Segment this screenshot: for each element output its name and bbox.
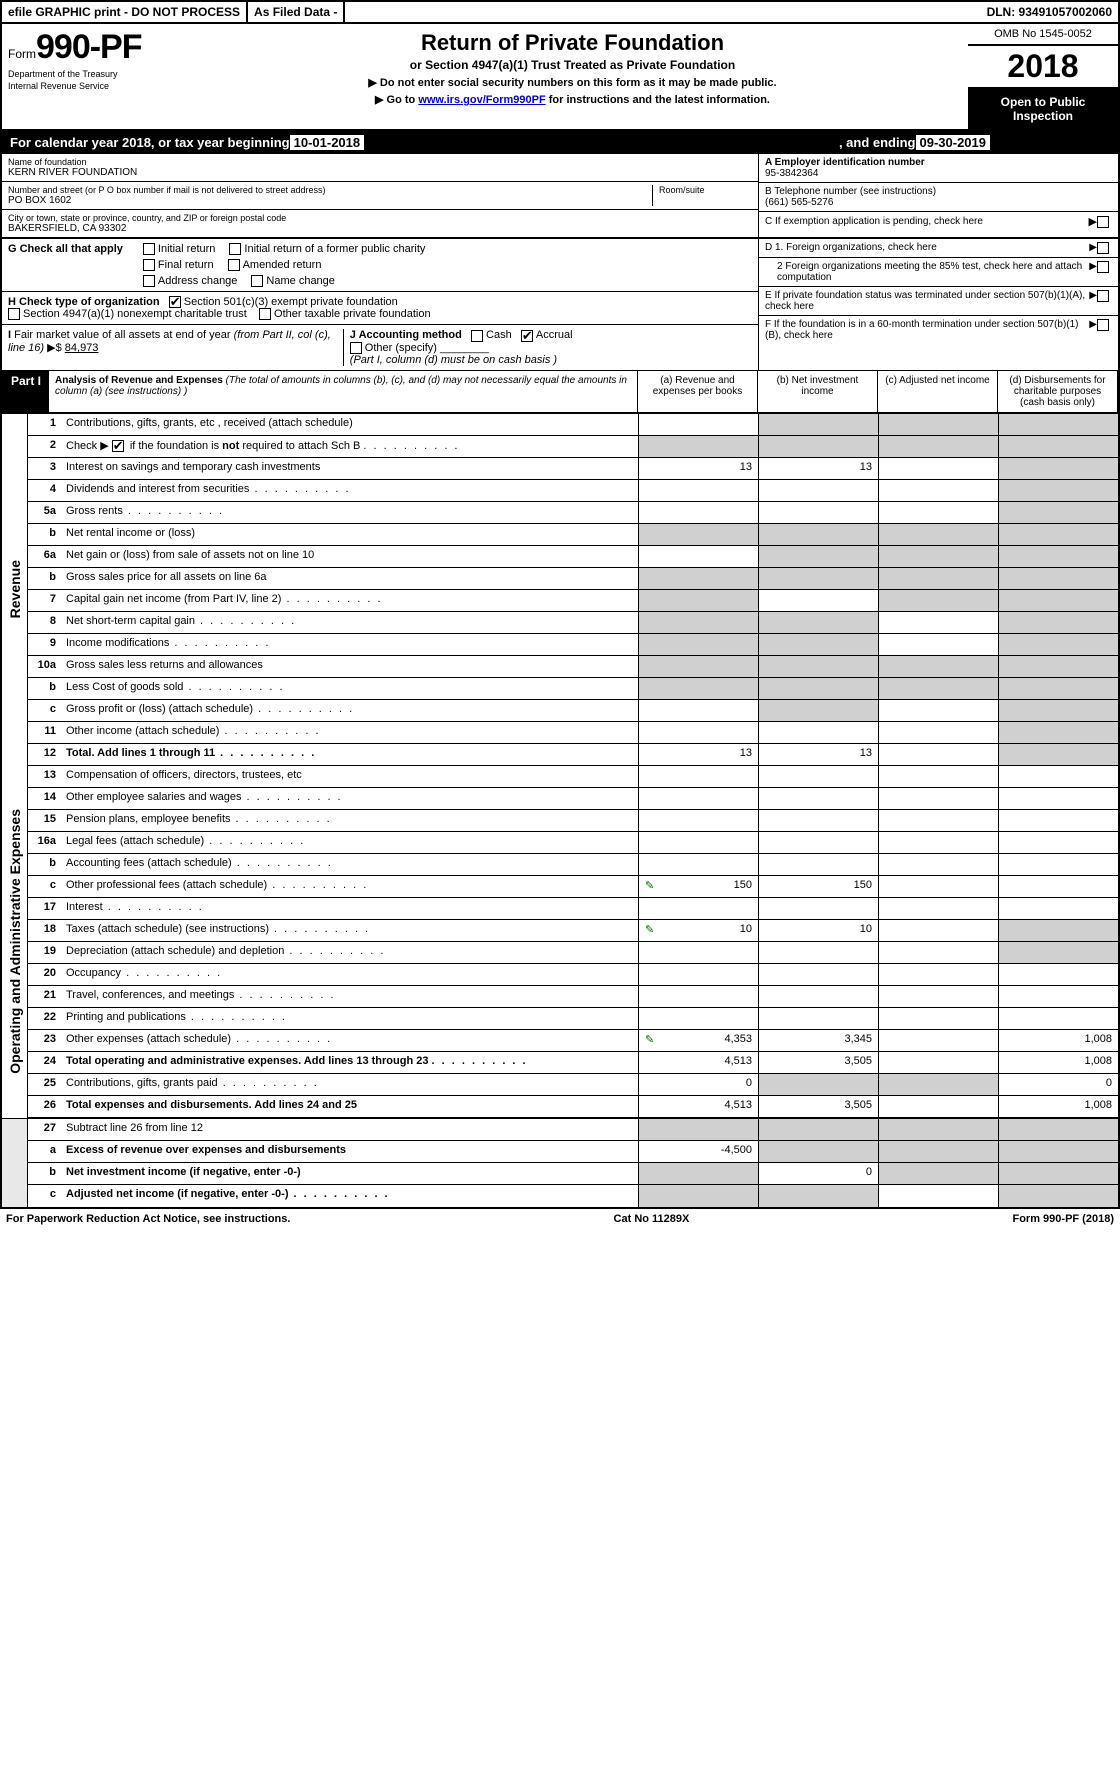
form-header: Form 990-PF Department of the Treasury I…: [2, 24, 1118, 131]
4947-checkbox[interactable]: [8, 308, 20, 320]
d2-label: 2 Foreign organizations meeting the 85% …: [765, 261, 1089, 283]
open-to-public: Open to Public Inspection: [968, 89, 1118, 129]
address: PO BOX 1602: [8, 195, 652, 206]
form-title: Return of Private Foundation: [187, 30, 958, 56]
instruction-1: ▶ Do not enter social security numbers o…: [187, 76, 958, 89]
schb-checkbox[interactable]: [112, 440, 124, 452]
city-label: City or town, state or province, country…: [8, 213, 752, 223]
tax-year: 2018: [968, 46, 1118, 89]
d1-label: D 1. Foreign organizations, check here: [765, 242, 1089, 254]
other-method-checkbox[interactable]: [350, 342, 362, 354]
initial-former-checkbox[interactable]: [229, 243, 241, 255]
j-label: J Accounting method: [350, 329, 462, 341]
phone-value: (661) 565-5276: [765, 197, 1112, 208]
j-note: (Part I, column (d) must be on cash basi…: [350, 354, 557, 366]
dln-label: DLN: 93491057002060: [981, 2, 1118, 22]
irs-label: Internal Revenue Service: [8, 81, 171, 91]
part1-title: Analysis of Revenue and Expenses: [55, 375, 223, 386]
paperwork-notice: For Paperwork Reduction Act Notice, see …: [6, 1213, 290, 1225]
foundation-name: KERN RIVER FOUNDATION: [8, 167, 752, 178]
year-begin: 10-01-2018: [290, 135, 365, 150]
part1-header-row: Part I Analysis of Revenue and Expenses …: [2, 370, 1118, 414]
col-b-header: (b) Net investment income: [757, 371, 877, 412]
d2-checkbox[interactable]: [1097, 261, 1109, 273]
name-label: Name of foundation: [8, 157, 752, 167]
amended-return-checkbox[interactable]: [228, 259, 240, 271]
room-label: Room/suite: [659, 185, 752, 195]
header-center: Return of Private Foundation or Section …: [177, 24, 968, 129]
exemption-label: C If exemption application is pending, c…: [765, 216, 1089, 227]
other-taxable-checkbox[interactable]: [259, 308, 271, 320]
header-left: Form 990-PF Department of the Treasury I…: [2, 24, 177, 129]
e-label: E If private foundation status was termi…: [765, 290, 1089, 312]
501c3-checkbox[interactable]: [169, 296, 181, 308]
f-label: F If the foundation is in a 60-month ter…: [765, 319, 1089, 341]
expenses-section: Operating and Administrative Expenses 13…: [2, 766, 1118, 1118]
col-c-header: (c) Adjusted net income: [877, 371, 997, 412]
name-change-checkbox[interactable]: [251, 275, 263, 287]
fmv-value: 84,973: [65, 342, 99, 354]
phone-label: B Telephone number (see instructions): [765, 186, 1112, 197]
form-container: efile GRAPHIC print - DO NOT PROCESS As …: [0, 0, 1120, 1209]
calendar-year-row: For calendar year 2018, or tax year begi…: [2, 131, 1118, 154]
h-label: H Check type of organization: [8, 296, 160, 308]
ein-value: 95-3842364: [765, 168, 1112, 179]
attachment-icon[interactable]: ✎: [645, 879, 654, 892]
addr-label: Number and street (or P O box number if …: [8, 185, 652, 195]
form-word: Form: [8, 47, 36, 61]
instruction-2: ▶ Go to www.irs.gov/Form990PF for instru…: [187, 93, 958, 106]
irs-link[interactable]: www.irs.gov/Form990PF: [418, 94, 545, 106]
part1-label: Part I: [3, 371, 49, 412]
g-label: G Check all that apply: [8, 243, 123, 255]
as-filed-label: As Filed Data -: [248, 2, 345, 22]
form-subtitle: or Section 4947(a)(1) Trust Treated as P…: [187, 58, 958, 72]
col-d-header: (d) Disbursements for charitable purpose…: [997, 371, 1117, 412]
revenue-vlabel: Revenue: [7, 560, 23, 618]
year-end: 09-30-2019: [916, 135, 991, 150]
efile-notice: efile GRAPHIC print - DO NOT PROCESS: [2, 2, 248, 22]
page-footer: For Paperwork Reduction Act Notice, see …: [0, 1209, 1120, 1229]
i-label: Fair market value of all assets at end o…: [8, 329, 331, 354]
city-state-zip: BAKERSFIELD, CA 93302: [8, 223, 752, 234]
accrual-checkbox[interactable]: [521, 330, 533, 342]
opex-vlabel: Operating and Administrative Expenses: [7, 809, 23, 1074]
exemption-checkbox[interactable]: [1097, 216, 1109, 228]
summary-section: 27Subtract line 26 from line 12 aExcess …: [2, 1118, 1118, 1207]
info-section: Name of foundation KERN RIVER FOUNDATION…: [2, 154, 1118, 239]
form-number: 990-PF: [36, 28, 142, 67]
form-version: Form 990-PF (2018): [1012, 1213, 1114, 1225]
initial-return-checkbox[interactable]: [143, 243, 155, 255]
f-checkbox[interactable]: [1097, 319, 1109, 331]
section-g-through-j: G Check all that apply Initial return In…: [2, 239, 1118, 370]
header-right: OMB No 1545-0052 2018 Open to Public Ins…: [968, 24, 1118, 129]
col-a-header: (a) Revenue and expenses per books: [637, 371, 757, 412]
attachment-icon[interactable]: ✎: [645, 923, 654, 936]
d1-checkbox[interactable]: [1097, 242, 1109, 254]
final-return-checkbox[interactable]: [143, 259, 155, 271]
attachment-icon[interactable]: ✎: [645, 1033, 654, 1046]
cat-number: Cat No 11289X: [614, 1213, 690, 1225]
revenue-section: Revenue 1Contributions, gifts, grants, e…: [2, 414, 1118, 766]
cash-checkbox[interactable]: [471, 330, 483, 342]
dept-treasury: Department of the Treasury: [8, 69, 171, 79]
omb-number: OMB No 1545-0052: [968, 24, 1118, 46]
e-checkbox[interactable]: [1097, 290, 1109, 302]
ein-label: A Employer identification number: [765, 157, 1112, 168]
address-change-checkbox[interactable]: [143, 275, 155, 287]
top-bar: efile GRAPHIC print - DO NOT PROCESS As …: [2, 2, 1118, 24]
